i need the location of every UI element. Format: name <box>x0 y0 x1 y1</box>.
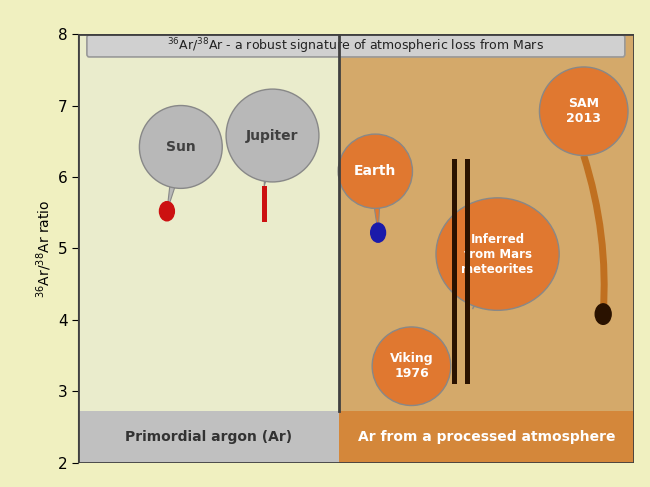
Polygon shape <box>473 248 503 309</box>
Bar <box>78 411 339 463</box>
Bar <box>339 34 634 411</box>
Bar <box>452 159 458 384</box>
Circle shape <box>595 304 611 324</box>
Ellipse shape <box>139 106 222 188</box>
Polygon shape <box>369 170 382 233</box>
Ellipse shape <box>540 67 628 155</box>
Bar <box>465 159 469 384</box>
Polygon shape <box>403 331 417 370</box>
Bar <box>262 186 266 222</box>
Y-axis label: $^{36}$Ar/$^{38}$Ar ratio: $^{36}$Ar/$^{38}$Ar ratio <box>34 199 54 298</box>
Ellipse shape <box>226 89 319 182</box>
Bar <box>339 411 634 463</box>
Text: Earth: Earth <box>354 164 396 178</box>
Text: Primordial argon (Ar): Primordial argon (Ar) <box>125 430 292 444</box>
Polygon shape <box>264 133 279 186</box>
Text: $^{36}$Ar/$^{38}$Ar - a robust signature of atmospheric loss from Mars: $^{36}$Ar/$^{38}$Ar - a robust signature… <box>168 36 544 56</box>
Text: SAM
2013: SAM 2013 <box>566 97 601 125</box>
Text: Ar from a processed atmosphere: Ar from a processed atmosphere <box>358 430 616 444</box>
Text: Viking
1976: Viking 1976 <box>389 352 434 380</box>
Circle shape <box>370 223 385 242</box>
Bar <box>78 34 339 411</box>
Polygon shape <box>167 143 187 211</box>
Circle shape <box>159 202 174 221</box>
Text: Sun: Sun <box>166 140 196 154</box>
Text: Jupiter: Jupiter <box>246 129 299 143</box>
Text: Inferred
from Mars
meteorites: Inferred from Mars meteorites <box>462 233 534 276</box>
Ellipse shape <box>372 327 450 406</box>
FancyBboxPatch shape <box>87 35 625 57</box>
Ellipse shape <box>436 198 559 310</box>
Ellipse shape <box>338 134 413 208</box>
